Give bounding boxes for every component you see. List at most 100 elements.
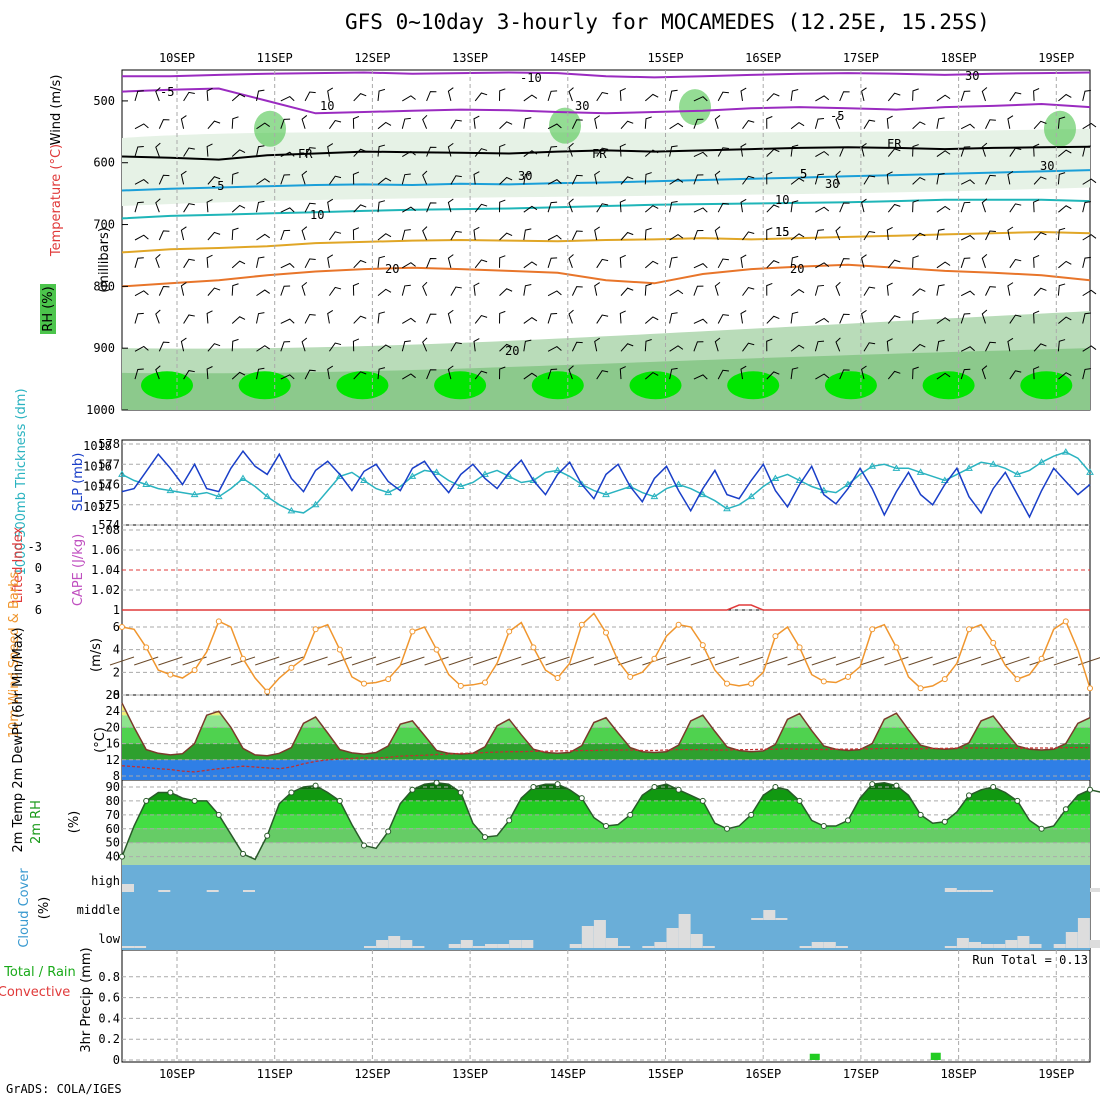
wind10-barb <box>400 656 425 666</box>
wind-barb <box>280 229 291 241</box>
wind-barb <box>134 345 149 352</box>
wind-barb <box>304 91 316 102</box>
cloud-bar-low <box>1065 932 1078 948</box>
wind-barb <box>596 258 609 269</box>
rh2m-point <box>554 781 561 788</box>
rh2m-point <box>336 797 343 804</box>
wind-barb <box>231 371 246 380</box>
wind-barb <box>886 282 893 296</box>
wind-barb <box>1082 312 1091 324</box>
rh2m-point <box>627 811 634 818</box>
y-tick-label: 800 <box>93 279 115 293</box>
wind-barb <box>426 369 437 380</box>
precip-bar <box>809 1053 820 1060</box>
wind10-barb <box>835 656 861 666</box>
wind-barb <box>328 286 342 296</box>
wind-barb <box>644 93 659 102</box>
wind-barb <box>619 87 626 101</box>
wind-barb <box>568 87 574 102</box>
wind-barb <box>912 232 926 241</box>
wind-barb <box>134 123 149 130</box>
cloud-bar-low <box>472 946 485 948</box>
upper-wind-barbs <box>134 87 1097 380</box>
wind-barb <box>155 198 161 213</box>
wind-barb <box>327 310 334 324</box>
thickness-point <box>940 476 949 483</box>
y-tick-label: 0.8 <box>98 970 120 984</box>
wind-barb <box>766 204 780 213</box>
wind-barb <box>280 96 295 102</box>
cloud-bar-middle <box>775 918 788 920</box>
cloud-bar-low <box>569 944 582 948</box>
y-axis-label-slp: SLP (mb) <box>71 453 86 512</box>
wind-barb <box>523 150 538 157</box>
wind-barb <box>206 87 213 101</box>
wind-barb <box>1033 232 1047 241</box>
wind-barb <box>693 118 704 129</box>
rh-blob <box>1020 371 1073 400</box>
wind-barb <box>790 144 799 157</box>
cloud-bar-low <box>134 946 147 948</box>
rh2m-point <box>724 825 730 832</box>
x-tick-label-top: 19SEP <box>1038 51 1074 65</box>
wind-barb <box>620 231 634 241</box>
thickness-point <box>166 486 175 494</box>
wind-barb <box>499 143 506 157</box>
wind-barb <box>256 145 265 157</box>
thickness-point <box>965 464 973 471</box>
cloud-bar-low <box>485 944 497 948</box>
wind-barb <box>714 170 721 185</box>
wind-barb <box>936 117 945 129</box>
wind10-point <box>796 644 803 651</box>
wind-barb <box>499 366 506 380</box>
wind-barb <box>1057 227 1066 241</box>
rh-blob <box>727 371 780 400</box>
rh2m-point <box>845 817 851 824</box>
wind-barb <box>766 93 780 102</box>
wind-barb <box>669 178 684 185</box>
wind-barb <box>1057 116 1066 129</box>
wind-barb <box>1033 120 1047 130</box>
thickness-point <box>1037 458 1046 465</box>
wind10-barb <box>1053 656 1078 666</box>
y-axis-label-precip-total: Total / Rain <box>3 965 76 980</box>
wind-barb <box>717 258 729 269</box>
rh2m-point <box>1062 806 1069 813</box>
wind-barb <box>447 254 454 268</box>
wind-barb <box>981 198 988 213</box>
wind-barb <box>280 118 291 129</box>
wind-barb <box>1082 145 1091 157</box>
wind-barb <box>523 172 532 185</box>
y-tick-label: 6 <box>35 603 42 617</box>
rh2m-point <box>143 797 150 804</box>
wind10-point <box>530 644 537 651</box>
cloud-bar-low <box>944 946 957 948</box>
thickness-point <box>626 482 635 490</box>
wind-barb <box>450 342 462 352</box>
wind-barb <box>1007 170 1014 185</box>
y-tick-label: 90 <box>106 780 120 794</box>
wind-barb <box>422 170 428 185</box>
temperature-contour <box>121 87 1091 115</box>
wind-barb <box>207 231 221 241</box>
cloud-bar-high <box>981 890 994 892</box>
cloud-bar-low <box>956 938 969 948</box>
y-tick-label: 24 <box>106 704 120 718</box>
rh2m-point <box>167 789 174 796</box>
wind-barb <box>839 146 850 157</box>
wind-barb <box>158 341 170 352</box>
wind-barb <box>1033 287 1047 296</box>
wind10-point <box>191 667 198 674</box>
wind10-point <box>845 673 851 680</box>
wind-barb <box>401 284 411 296</box>
wind-barb <box>377 233 392 241</box>
wind-barb <box>231 260 246 269</box>
wind-barb <box>206 254 213 268</box>
wind10-barb <box>618 656 643 666</box>
wind-barb <box>206 310 213 324</box>
y-axis-units: (millibars) <box>97 227 112 293</box>
wind-barb <box>568 365 574 380</box>
cloud-bar-low <box>593 920 606 948</box>
wind-barb <box>328 231 342 241</box>
cloud-bar-high <box>243 890 255 892</box>
